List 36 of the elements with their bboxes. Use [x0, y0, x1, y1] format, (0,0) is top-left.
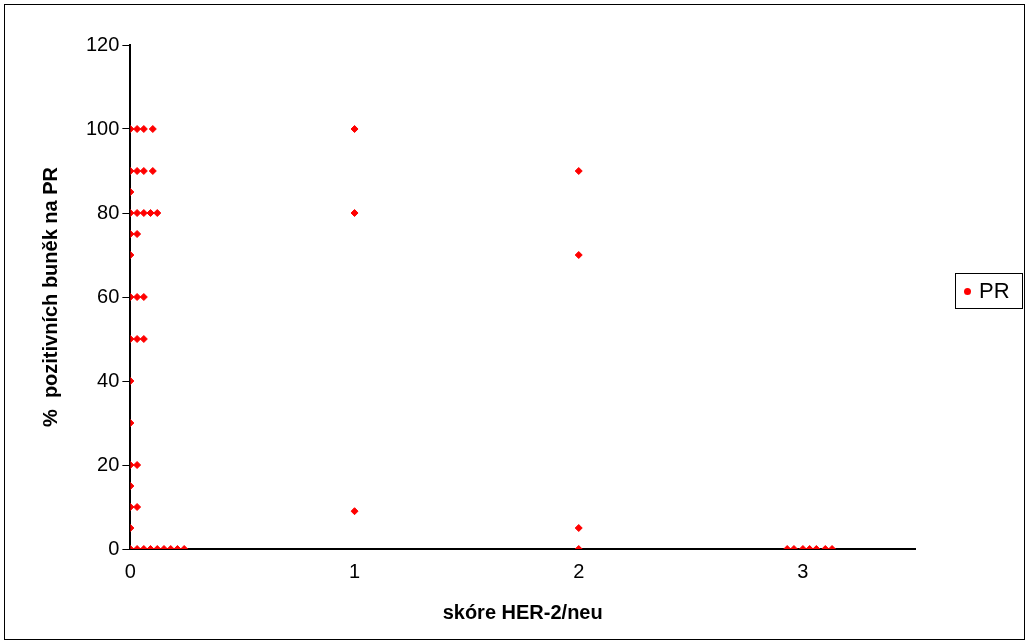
- y-tick-label: 40: [97, 368, 120, 391]
- point: [153, 209, 162, 217]
- legend-label: PR: [955, 273, 1023, 309]
- point: [139, 335, 148, 343]
- y-axis-title: % pozitivních buněk na PR: [38, 166, 61, 428]
- point: [350, 507, 359, 516]
- point: [133, 125, 142, 133]
- point: [139, 125, 148, 133]
- point: [139, 209, 148, 217]
- point: [139, 293, 148, 301]
- y-tick-label: 0: [108, 536, 120, 559]
- x-tick-label: 2: [573, 559, 585, 582]
- point: [133, 167, 142, 175]
- point: [133, 335, 142, 343]
- point: [133, 230, 142, 238]
- point: [133, 503, 142, 511]
- y-tick-label: 100: [85, 116, 120, 139]
- x-tick-label: 1: [348, 559, 361, 582]
- point: [574, 524, 583, 532]
- y-tick-label: 120: [85, 32, 120, 55]
- point: [350, 209, 359, 217]
- point: [148, 125, 157, 133]
- point: [133, 461, 142, 469]
- point: [574, 251, 583, 259]
- point: [350, 125, 359, 133]
- x-tick-label: 0: [124, 559, 136, 582]
- x-tick-label: 3: [797, 559, 809, 582]
- point: [133, 209, 142, 217]
- point: [148, 167, 157, 175]
- y-tick-label: 80: [97, 200, 120, 223]
- y-tick-label: 60: [97, 284, 120, 307]
- y-tick-label: 20: [97, 452, 120, 475]
- point: [574, 167, 583, 175]
- point: [139, 167, 148, 175]
- x-axis-title: skóre HER-2/neu: [442, 600, 603, 623]
- point: [133, 293, 142, 301]
